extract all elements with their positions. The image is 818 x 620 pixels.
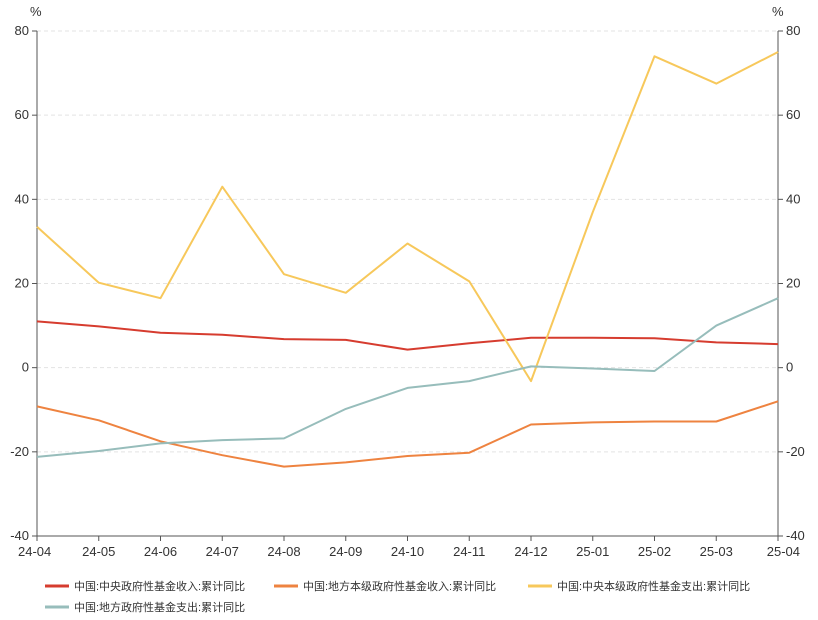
x-tick-label: 24-04	[18, 544, 51, 559]
y-tick-label-left: 0	[22, 360, 29, 375]
series-lines	[36, 51, 779, 468]
x-tick-label: 24-11	[453, 544, 485, 559]
x-tick-label: 25-02	[638, 544, 671, 559]
y-tick-label-right: -20	[786, 444, 805, 459]
x-tick-label: 25-03	[700, 544, 733, 559]
y-tick-label-left: -20	[10, 444, 29, 459]
y-tick-label-right: 80	[786, 23, 800, 38]
y-tick-label-left: 20	[15, 276, 29, 291]
y-tick-label-right: 60	[786, 107, 800, 122]
x-tick-label: 24-06	[144, 544, 177, 559]
x-tick-label: 25-01	[576, 544, 609, 559]
series-line-4	[36, 297, 779, 458]
legend-label-4: 中国:地方政府性基金支出:累计同比	[74, 600, 245, 614]
x-tick-label: 24-12	[514, 544, 547, 559]
y-tick-label-right: 20	[786, 276, 800, 291]
series-line-1	[36, 320, 779, 351]
x-tick-label: 24-07	[206, 544, 239, 559]
legend-label-3: 中国:中央本级政府性基金支出:累计同比	[557, 579, 750, 593]
right-axis-unit: %	[772, 4, 784, 19]
x-tick-label: 24-10	[391, 544, 424, 559]
grid-lines	[37, 30, 778, 453]
x-tick-label: 24-05	[82, 544, 115, 559]
left-axis-unit: %	[30, 4, 42, 19]
legend-label-1: 中国:中央政府性基金收入:累计同比	[74, 579, 245, 593]
x-tick-label: 24-09	[329, 544, 362, 559]
y-tick-label-left: -40	[10, 528, 29, 543]
y-tick-label-right: 0	[786, 360, 793, 375]
y-tick-label-right: -40	[786, 528, 805, 543]
y-tick-label-left: 80	[15, 23, 29, 38]
series-line-2	[36, 400, 779, 468]
y-tick-label-left: 40	[15, 191, 29, 206]
series-line-3	[36, 51, 779, 383]
x-tick-label: 24-08	[267, 544, 300, 559]
y-tick-label-left: 60	[15, 107, 29, 122]
legend-label-2: 中国:地方本级政府性基金收入:累计同比	[303, 579, 496, 593]
x-tick-label: 25-04	[767, 544, 800, 559]
y-tick-label-right: 40	[786, 191, 800, 206]
axes: -40 -40 -20 -20 0 0 20 20 40 40 60 60 80 80 24-04 24-05…	[10, 23, 805, 559]
legend: 中国:中央政府性基金收入:累计同比 中国:地方本级政府性基金收入:累计同比 中国:中…	[45, 579, 750, 614]
